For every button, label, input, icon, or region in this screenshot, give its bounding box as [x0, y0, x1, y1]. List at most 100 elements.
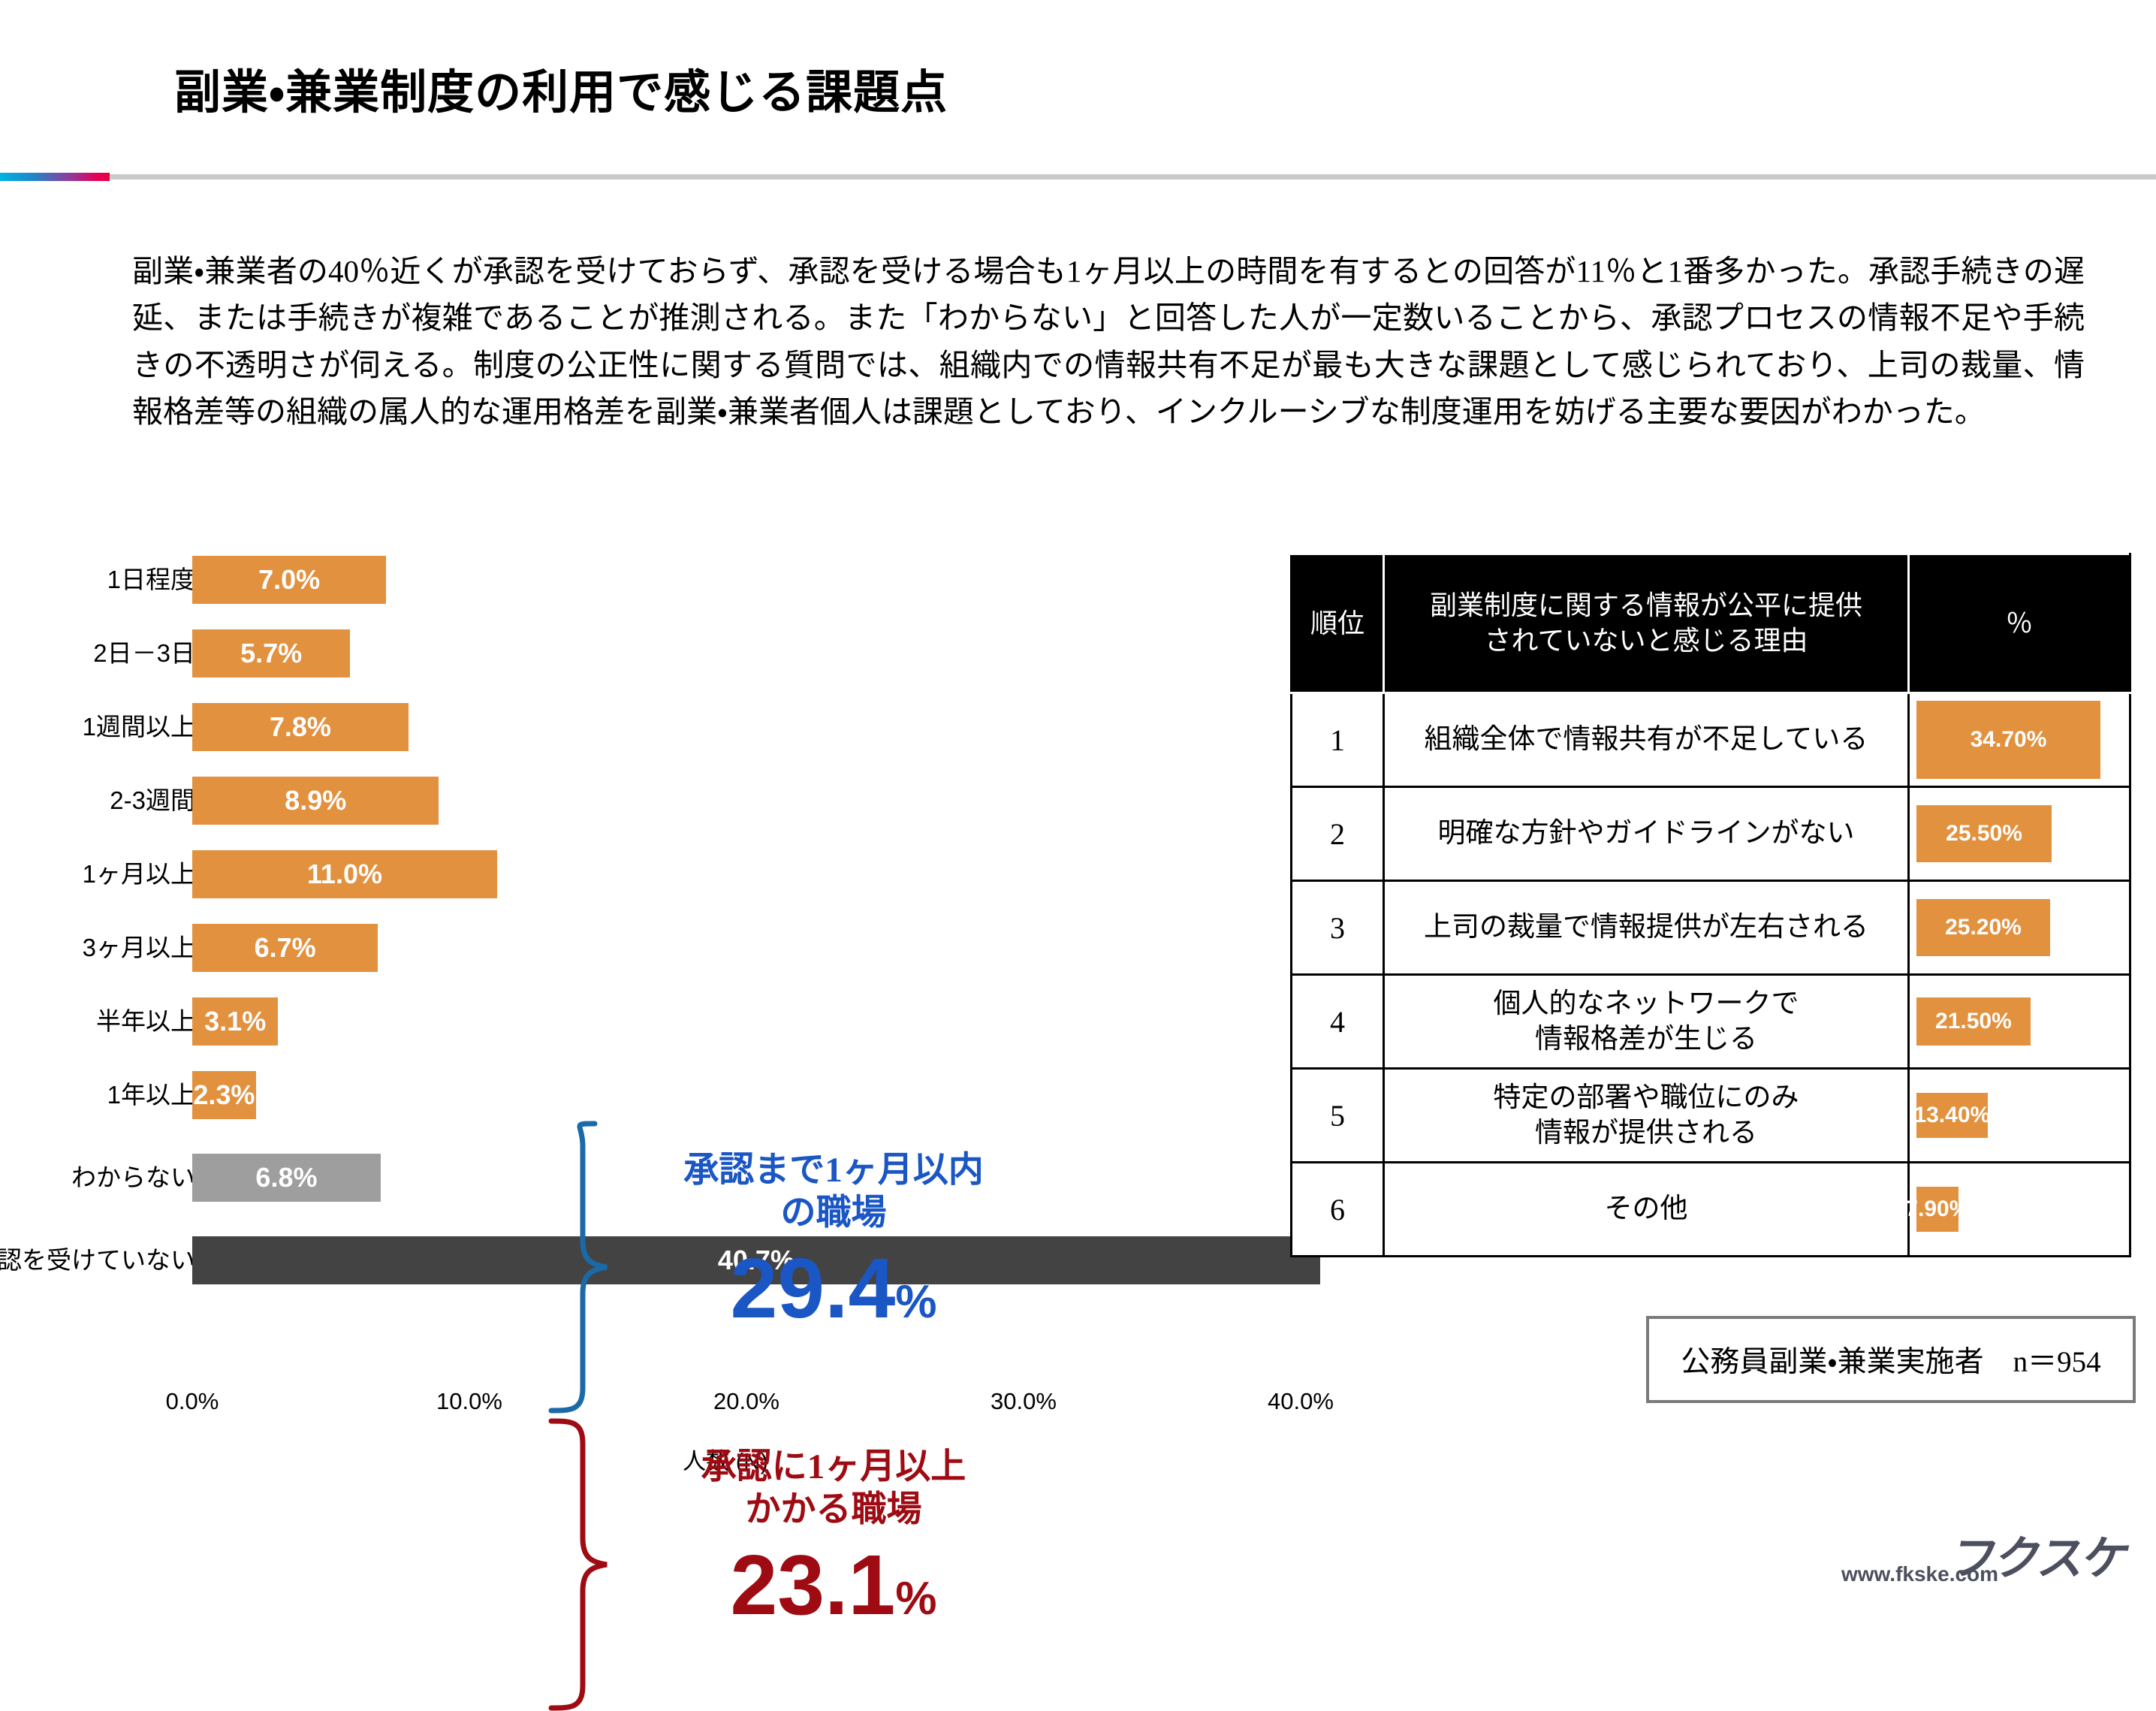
bar-category-label: 半年以上 [96, 1007, 195, 1035]
bar-value-label: 8.9% [285, 785, 347, 816]
table-cell-percent: 34.70% [1907, 692, 2131, 788]
bar-category-label: 承認を受けていない [0, 1246, 195, 1274]
table-cell-reason: 個人的なネットワークで 情報格差が生じる [1383, 973, 1910, 1070]
bar-category-label: 2-3週間 [110, 786, 195, 814]
x-axis-tick-label: 10.0% [436, 1388, 502, 1414]
table-cell-percent: 25.20% [1907, 880, 2131, 976]
percent-bar: 21.50% [1916, 997, 2031, 1046]
bar-value-label: 6.8% [255, 1162, 318, 1193]
callout-red-value: 23.1% [623, 1542, 1044, 1628]
bar-category-label: 1日程度 [107, 566, 195, 593]
rank-table-header-percent-label: ％ [2005, 608, 2033, 638]
bar-track: 2.3% [192, 1071, 256, 1119]
bar-chart-row: 3ヶ月以上 6.7% [0, 924, 1277, 972]
table-cell-reason-line1: 個人的なネットワークで [1493, 988, 1799, 1019]
x-axis-tick-label: 30.0% [991, 1388, 1057, 1414]
percent-bar: 7.90% [1905, 1187, 1969, 1232]
bar-chart-row: 1週間以上 7.8% [0, 703, 1277, 751]
bar-fill: 3.1% [192, 997, 279, 1046]
table-cell-reason: 特定の部署や職位にのみ 情報が提供される [1383, 1067, 1910, 1163]
table-cell-reason-line1: 特定の部署や職位にのみ [1493, 1082, 1799, 1113]
sample-size-note: 公務員副業・兼業実施者 n＝954 [1646, 1316, 2136, 1403]
table-cell-percent: 7.90% [1905, 1161, 2131, 1257]
rank-table-header-percent: ％ [1907, 553, 2131, 694]
callout-blue-heading-line1: 承認まで1ヶ月以内 [683, 1151, 984, 1190]
rank-table-header-reason-line2: されていないと感じる理由 [1484, 626, 1808, 656]
callout-blue-unit: % [895, 1275, 937, 1328]
bar-fill: 6.7% [192, 924, 378, 972]
bar-fill: 40.7% [192, 1236, 1320, 1284]
callout-red-heading: 承認に1ヶ月以上 かかる職場 [623, 1446, 1044, 1532]
callout-red-number: 23.1 [730, 1537, 896, 1632]
bar-fill: 8.9% [192, 777, 439, 825]
table-cell-rank: 3 [1290, 880, 1385, 976]
table-cell-rank: 6 [1290, 1161, 1385, 1257]
table-cell-rank: 1 [1290, 692, 1385, 788]
bar-category-label: わからない [71, 1163, 195, 1191]
callout-blue-heading-line2: の職場 [780, 1193, 887, 1233]
bar-chart-row: 1年以上 2.3% [0, 1071, 1277, 1119]
bar-chart-row: 2日－3日 5.7% [0, 629, 1277, 677]
bar-category-label: 1週間以上 [82, 713, 195, 741]
bar-fill: 11.0% [192, 850, 497, 898]
rank-table-head: 順位 副業制度に関する情報が公平に提供 されていないと感じる理由 ％ [1290, 553, 2131, 694]
table-row: 1 組織全体で情報共有が不足している 34.70% [1290, 692, 2131, 788]
bar-category-label: 1年以上 [107, 1081, 195, 1109]
x-axis-title: 人数 (N) [683, 1448, 768, 1474]
table-cell-rank: 2 [1290, 786, 1385, 882]
bar-value-label: 5.7% [240, 638, 303, 668]
bar-chart-row: 2-3週間 8.9% [0, 777, 1277, 825]
bar-track: 7.8% [192, 703, 409, 751]
table-row: 3 上司の裁量で情報提供が左右される 25.20% [1290, 880, 2131, 976]
table-cell-percent: 25.50% [1907, 786, 2131, 882]
percent-bar: 13.40% [1913, 1093, 1990, 1138]
percent-bar: 25.20% [1916, 899, 2050, 956]
summary-paragraph: 副業・兼業者の40％近くが承認を受けておらず、承認を受ける場合も1ヶ月以上の時間… [132, 254, 2085, 429]
bar-fill: 5.7% [192, 629, 351, 677]
header-rule [0, 174, 2156, 180]
table-cell-reason: 明確な方針やガイドラインがない [1383, 786, 1910, 882]
bar-value-label: 6.7% [254, 932, 316, 963]
brand-url: www.fkske.com [1841, 1562, 1999, 1586]
x-axis-tick-label: 20.0% [713, 1388, 779, 1414]
bar-fill: 2.3% [192, 1071, 256, 1119]
bar-track: 11.0% [192, 850, 497, 898]
bar-chart-row: 半年以上 3.1% [0, 997, 1277, 1046]
x-axis-ticks: 0.0% 10.0% 20.0% 30.0% 40.0% [166, 1388, 1334, 1426]
bar-value-label: 3.1% [204, 1006, 267, 1037]
bar-value-label: 2.3% [193, 1079, 255, 1110]
fairness-reason-rank-table: 順位 副業制度に関する情報が公平に提供 されていないと感じる理由 ％ 1 組織全体… [1290, 553, 2131, 1257]
bar-category-label: 3ヶ月以上 [82, 934, 195, 961]
bar-value-label: 40.7% [717, 1245, 795, 1275]
rank-table-header-rank-label: 順位 [1310, 608, 1364, 638]
bar-chart-row: 1日程度 7.0% [0, 556, 1277, 604]
table-cell-reason-line2: 情報格差が生じる [1535, 1024, 1757, 1055]
bar-track: 7.0% [192, 556, 387, 604]
rank-table-body: 1 組織全体で情報共有が不足している 34.70% 2 明確な方針やガイドラインがない 2… [1290, 692, 2131, 1257]
callout-over-one-month: 承認に1ヶ月以上 かかる職場 23.1% [623, 1446, 1044, 1628]
bar-track: 3.1% [192, 997, 279, 1046]
table-row: 2 明確な方針やガイドラインがない 25.50% [1290, 786, 2131, 882]
callout-blue-value: 29.4% [623, 1245, 1044, 1331]
percent-bar-wrapper: 21.50% [1910, 976, 2129, 1067]
bar-track: 6.8% [192, 1154, 381, 1202]
callout-red-heading-line1: 承認に1ヶ月以上 [701, 1447, 966, 1486]
table-cell-reason: 組織全体で情報共有が不足している [1383, 692, 1910, 788]
bar-track: 8.9% [192, 777, 439, 825]
bar-track: 6.7% [192, 924, 378, 972]
percent-bar-wrapper: 7.90% [1905, 1163, 2129, 1255]
callout-within-one-month: 承認まで1ヶ月以内 の職場 29.4% [623, 1149, 1044, 1331]
table-row: 5 特定の部署や職位にのみ 情報が提供される 13.40% [1290, 1067, 2131, 1163]
percent-bar-wrapper: 25.50% [1910, 788, 2129, 880]
brand-logo: フクスケ [1946, 1533, 2133, 1585]
percent-bar-wrapper: 25.20% [1910, 882, 2129, 973]
rank-table-header-reason-line1: 副業制度に関する情報が公平に提供 [1429, 590, 1862, 621]
callout-red-heading-line2: かかる職場 [745, 1490, 922, 1530]
table-row: 6 その他 7.90% [1290, 1161, 2131, 1257]
page-title: 副業・兼業制度の利用で感じる課題点 [174, 68, 948, 119]
x-axis-tick-label: 0.0% [165, 1388, 219, 1414]
percent-bar-wrapper: 34.70% [1910, 694, 2129, 786]
callout-blue-number: 29.4 [730, 1240, 896, 1335]
table-cell-rank: 4 [1290, 973, 1385, 1070]
bar-value-label: 7.8% [269, 711, 331, 742]
